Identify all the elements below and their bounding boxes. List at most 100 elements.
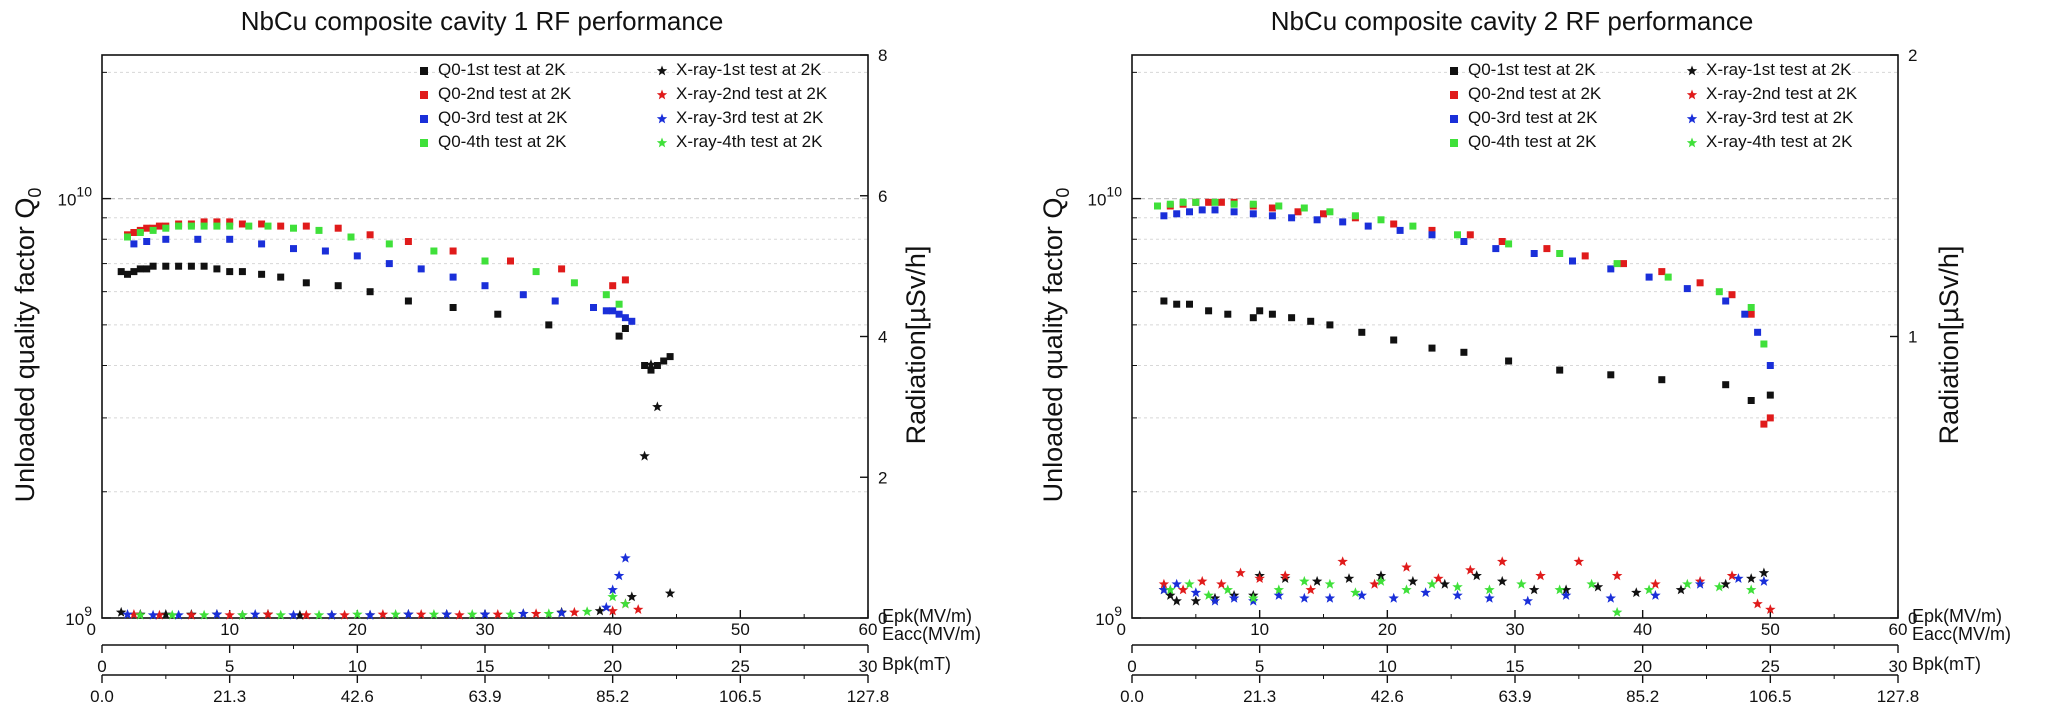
- xray-point-test-3: [173, 609, 184, 620]
- xray-point-test-2: [1765, 604, 1776, 614]
- xray-point-test-1: [160, 609, 172, 619]
- legend-marker-star: [656, 137, 668, 148]
- q0-point-test-2: [1390, 220, 1398, 228]
- q0-point-test-2: [1320, 210, 1327, 218]
- q0-point-test-1: [1256, 307, 1264, 315]
- q0-point-test-3: [1460, 238, 1468, 245]
- y2-axis-label: Radiation[µSv/h]: [1934, 246, 1964, 445]
- xray-point-test-4: [1746, 584, 1757, 595]
- q0-point-test-3: [1741, 310, 1749, 318]
- legend-label-q0: Q0-4th test at 2K: [438, 132, 567, 151]
- q0-point-test-2: [1747, 310, 1755, 318]
- xray-point-test-4: [237, 609, 248, 620]
- xray-point-test-2: [301, 609, 312, 620]
- legend-label-xray: X-ray-2nd test at 2K: [1706, 84, 1858, 103]
- q0-point-test-4: [385, 240, 393, 248]
- xray-point-test-2: [1369, 578, 1380, 589]
- x-tick-label-bpk: 63.9: [1498, 687, 1531, 706]
- xray-point-test-1: [1746, 573, 1757, 583]
- xray-point-test-4: [607, 591, 618, 602]
- y-tick-exponent: 9: [84, 603, 92, 619]
- q0-point-test-3: [1339, 218, 1347, 226]
- q0-point-test-1: [1326, 321, 1334, 329]
- q0-point-test-3: [449, 273, 457, 281]
- xray-point-test-4: [1350, 587, 1361, 598]
- q0-point-test-2: [507, 257, 514, 265]
- x-tick-label-epk: 30: [1506, 620, 1525, 639]
- q0-point-test-4: [1211, 198, 1219, 206]
- q0-point-test-2: [155, 222, 163, 230]
- x-tick-label-eacc: 15: [1506, 657, 1525, 676]
- xray-point-test-4: [198, 609, 210, 620]
- q0-point-test-1: [621, 325, 629, 332]
- xray-point-test-4: [390, 609, 401, 619]
- q0-point-test-3: [1754, 328, 1762, 336]
- q0-point-test-3: [194, 235, 202, 243]
- q0-point-test-1: [641, 362, 649, 369]
- xray-point-test-3: [1522, 595, 1533, 606]
- q0-point-test-1: [143, 265, 151, 273]
- xray-point-test-4: [1426, 578, 1438, 589]
- xray-point-test-4: [1203, 590, 1214, 600]
- q0-point-test-3: [1211, 206, 1219, 214]
- q0-point-test-3: [1313, 216, 1321, 224]
- xray-point-test-4: [1452, 581, 1463, 592]
- q0-point-test-4: [570, 279, 578, 287]
- q0-point-test-3: [385, 260, 393, 268]
- xray-point-test-3: [1356, 590, 1367, 600]
- q0-point-test-3: [590, 304, 597, 311]
- x-tick-label-bpk: 21.3: [1243, 687, 1276, 706]
- q0-point-test-2: [226, 218, 234, 226]
- q0-point-test-2: [130, 229, 138, 236]
- xray-point-test-4: [1401, 584, 1412, 595]
- x-tick-label-bpk: 127.8: [1877, 687, 1920, 706]
- q0-point-test-3: [1249, 210, 1257, 218]
- q0-point-test-3: [143, 238, 151, 245]
- xray-point-test-3: [1299, 592, 1310, 603]
- x-tick-label-epk: 50: [1761, 620, 1780, 639]
- legend-label-xray: X-ray-3rd test at 2K: [1706, 108, 1854, 127]
- xray-point-test-2: [492, 609, 503, 619]
- q0-point-test-3: [519, 291, 527, 299]
- q0-point-test-1: [366, 288, 374, 296]
- y-tick-base: 10: [1088, 191, 1107, 210]
- legend-marker-square: [420, 91, 428, 99]
- q0-point-test-1: [1428, 344, 1436, 352]
- xray-point-test-3: [1605, 592, 1616, 603]
- q0-point-test-3: [621, 314, 629, 322]
- xray-point-test-3: [403, 609, 414, 619]
- y-tick-base: 10: [1095, 610, 1114, 629]
- y-tick-label: 109: [65, 603, 92, 629]
- y2-tick-label: 6: [878, 187, 887, 206]
- q0-point-test-1: [1390, 336, 1398, 344]
- q0-point-test-3: [162, 235, 170, 243]
- xray-point-test-4: [1643, 584, 1655, 595]
- xray-point-test-1: [1560, 584, 1572, 595]
- q0-point-test-1: [1658, 376, 1666, 384]
- chart-panel-cavity-1: NbCu composite cavity 1 RF performance 10…: [10, 6, 981, 706]
- q0-point-test-2: [1466, 231, 1474, 239]
- xray-point-test-3: [1560, 590, 1572, 600]
- q0-point-test-4: [162, 224, 170, 232]
- q0-point-test-4: [532, 268, 540, 276]
- xray-point-test-1: [1631, 587, 1642, 598]
- x-axis-label-bpk: Bpk(mT): [882, 654, 951, 674]
- q0-point-test-3: [551, 297, 559, 305]
- xray-point-test-3: [479, 609, 491, 619]
- q0-point-test-4: [149, 226, 157, 234]
- legend-label-q0: Q0-1st test at 2K: [1468, 60, 1596, 79]
- legend-label-xray: X-ray-4th test at 2K: [1706, 132, 1853, 151]
- xray-point-test-2: [569, 606, 580, 617]
- legend-marker-star: [1686, 137, 1698, 148]
- q0-point-test-4: [1556, 250, 1564, 257]
- xray-point-test-4: [1682, 578, 1693, 589]
- q0-point-test-3: [1288, 214, 1296, 222]
- x-tick-label-bpk: 42.6: [1371, 687, 1404, 706]
- q0-point-test-1: [647, 366, 655, 374]
- q0-point-test-4: [1715, 288, 1723, 296]
- legend-label-q0: Q0-2nd test at 2K: [1468, 84, 1602, 103]
- xray-point-test-4: [275, 609, 286, 620]
- q0-point-test-1: [1160, 297, 1168, 305]
- y-tick-exponent: 9: [1114, 603, 1122, 619]
- q0-point-test-3: [417, 265, 425, 273]
